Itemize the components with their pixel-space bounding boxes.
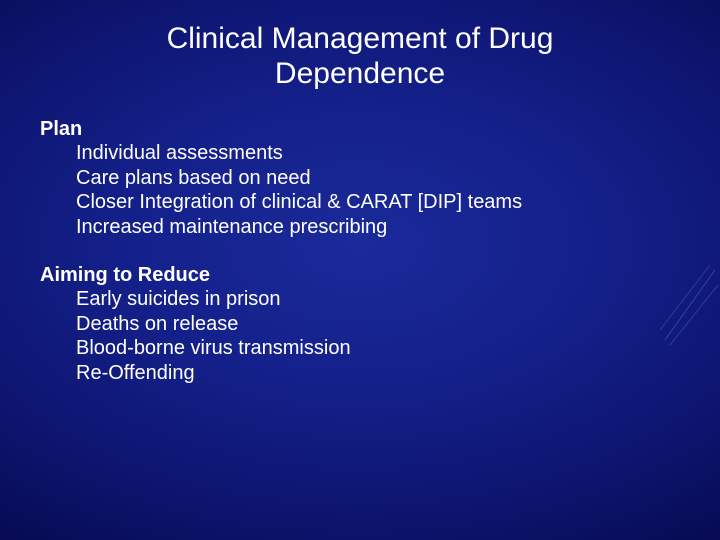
section-gap	[40, 239, 680, 263]
slide: Clinical Management of Drug Dependence P…	[0, 0, 720, 540]
list-item: Closer Integration of clinical & CARAT […	[40, 190, 680, 214]
title-line-1: Clinical Management of Drug	[167, 22, 554, 55]
list-item: Increased maintenance prescribing	[40, 215, 680, 239]
list-item: Care plans based on need	[40, 166, 680, 190]
list-item: Re-Offending	[40, 361, 680, 385]
list-item: Blood-borne virus transmission	[40, 336, 680, 360]
list-item: Deaths on release	[40, 312, 680, 336]
slide-body: Plan Individual assessments Care plans b…	[0, 91, 720, 385]
list-item: Early suicides in prison	[40, 287, 680, 311]
section-heading-plan: Plan	[40, 117, 680, 141]
list-item: Individual assessments	[40, 141, 680, 165]
slide-title: Clinical Management of Drug Dependence	[0, 0, 720, 91]
title-line-2: Dependence	[275, 57, 445, 90]
section-heading-aiming: Aiming to Reduce	[40, 263, 680, 287]
